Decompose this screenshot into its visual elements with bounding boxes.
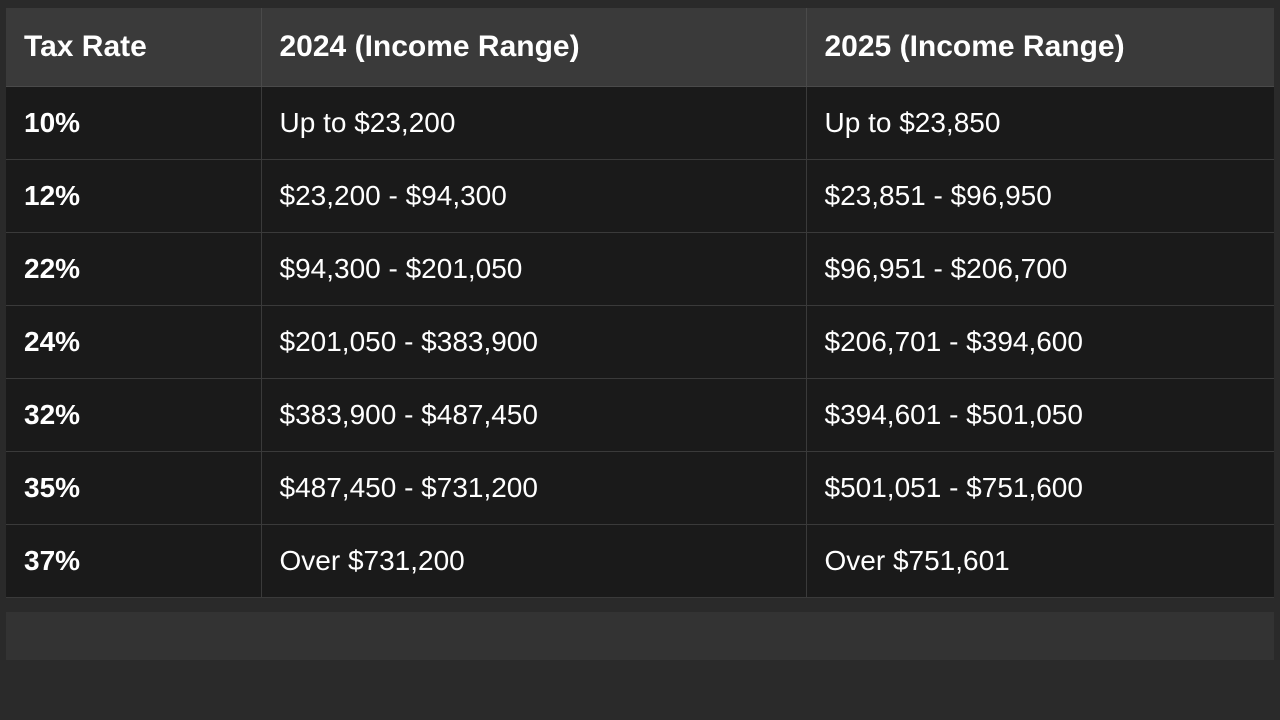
table-container: Tax Rate 2024 (Income Range) 2025 (Incom… (0, 0, 1280, 598)
range-2025-cell: $206,701 - $394,600 (806, 306, 1274, 379)
column-header-tax-rate: Tax Rate (6, 8, 261, 87)
table-row: 32% $383,900 - $487,450 $394,601 - $501,… (6, 379, 1274, 452)
tax-rate-cell: 12% (6, 160, 261, 233)
range-2024-cell: Over $731,200 (261, 525, 806, 598)
range-2025-cell: $96,951 - $206,700 (806, 233, 1274, 306)
tax-rate-cell: 37% (6, 525, 261, 598)
table-row: 10% Up to $23,200 Up to $23,850 (6, 87, 1274, 160)
footer-bar (6, 612, 1274, 660)
range-2024-cell: $201,050 - $383,900 (261, 306, 806, 379)
tax-rate-cell: 35% (6, 452, 261, 525)
range-2025-cell: $501,051 - $751,600 (806, 452, 1274, 525)
range-2024-cell: $23,200 - $94,300 (261, 160, 806, 233)
range-2025-cell: Over $751,601 (806, 525, 1274, 598)
range-2025-cell: Up to $23,850 (806, 87, 1274, 160)
tax-rate-cell: 24% (6, 306, 261, 379)
range-2024-cell: $487,450 - $731,200 (261, 452, 806, 525)
tax-rate-cell: 10% (6, 87, 261, 160)
range-2024-cell: $94,300 - $201,050 (261, 233, 806, 306)
tax-rate-cell: 32% (6, 379, 261, 452)
table-row: 12% $23,200 - $94,300 $23,851 - $96,950 (6, 160, 1274, 233)
column-header-2024: 2024 (Income Range) (261, 8, 806, 87)
table-row: 24% $201,050 - $383,900 $206,701 - $394,… (6, 306, 1274, 379)
range-2025-cell: $394,601 - $501,050 (806, 379, 1274, 452)
table-row: 22% $94,300 - $201,050 $96,951 - $206,70… (6, 233, 1274, 306)
tax-rate-table: Tax Rate 2024 (Income Range) 2025 (Incom… (6, 8, 1274, 598)
tax-rate-cell: 22% (6, 233, 261, 306)
range-2024-cell: $383,900 - $487,450 (261, 379, 806, 452)
table-header-row: Tax Rate 2024 (Income Range) 2025 (Incom… (6, 8, 1274, 87)
range-2025-cell: $23,851 - $96,950 (806, 160, 1274, 233)
table-row: 35% $487,450 - $731,200 $501,051 - $751,… (6, 452, 1274, 525)
column-header-2025: 2025 (Income Range) (806, 8, 1274, 87)
range-2024-cell: Up to $23,200 (261, 87, 806, 160)
table-row: 37% Over $731,200 Over $751,601 (6, 525, 1274, 598)
